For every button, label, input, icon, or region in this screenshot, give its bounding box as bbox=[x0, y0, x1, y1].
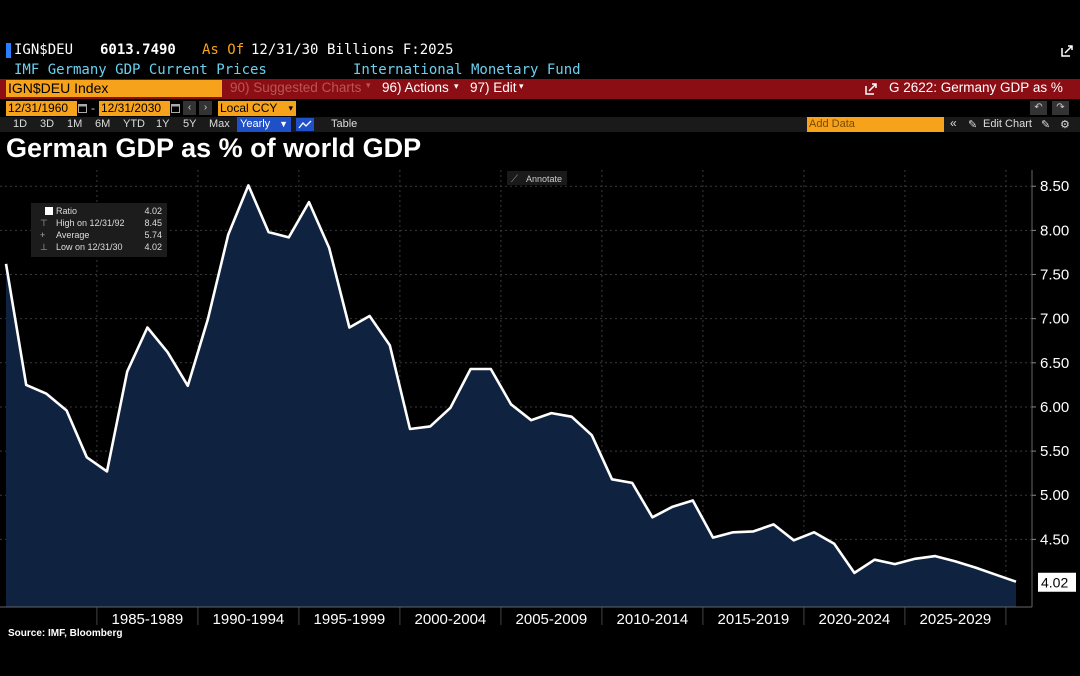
legend-ratio-label: Ratio bbox=[56, 206, 78, 216]
y-tick-label: 6.00 bbox=[1040, 399, 1069, 416]
legend-box: Ratio 4.02 ⊤ High on 12/31/92 8.45 + Average… bbox=[31, 203, 167, 257]
x-tick-label: 2010-2014 bbox=[617, 611, 689, 627]
annotate-label: Annotate bbox=[526, 174, 562, 184]
x-tick-label: 2000-2004 bbox=[415, 611, 487, 627]
chart-id-label: G 2622: Germany GDP as % bbox=[889, 80, 1063, 95]
period-1y[interactable]: 1Y bbox=[156, 118, 170, 130]
y-axis-ticks: 4.50 5.00 5.50 6.00 6.50 7.00 7.50 8.00 8.50 bbox=[1032, 178, 1069, 548]
period-ytd[interactable]: YTD bbox=[123, 118, 145, 130]
x-tick-label: 2015-2019 bbox=[718, 611, 790, 627]
y-tick-label: 6.50 bbox=[1040, 355, 1069, 372]
x-tick-label: 1985-1989 bbox=[112, 611, 184, 627]
period-1d[interactable]: 1D bbox=[13, 118, 28, 130]
suggested-charts-menu[interactable]: 90) Suggested Charts bbox=[230, 80, 362, 95]
redo-icon[interactable]: ↷ bbox=[1052, 101, 1069, 115]
legend-average-value: 5.74 bbox=[144, 230, 162, 240]
command-toolbar: IGN$DEU Index 90) Suggested Charts ▾ 96)… bbox=[0, 79, 1080, 99]
ticker-header: IGN$DEU 6013.7490 As Of 12/31/30 Billion… bbox=[0, 40, 1080, 62]
low-marker-icon: ⊥ bbox=[40, 242, 48, 252]
gear-icon[interactable]: ⚙ bbox=[1060, 119, 1070, 131]
series-area bbox=[6, 185, 1016, 607]
suggested-charts-caret-icon: ▾ bbox=[366, 80, 371, 90]
legend-high-value: 8.45 bbox=[144, 218, 162, 228]
period-5y[interactable]: 5Y bbox=[183, 118, 197, 130]
chart-title: German GDP as % of world GDP bbox=[6, 133, 422, 163]
ticker-symbol[interactable]: IGN$DEU bbox=[14, 42, 74, 58]
table-toggle[interactable]: Table bbox=[331, 118, 358, 130]
as-of-label: As Of bbox=[202, 42, 245, 58]
currency-select[interactable]: Local CCY ▾ bbox=[218, 101, 296, 116]
line-chart-icon[interactable] bbox=[296, 118, 314, 131]
calendar-icon[interactable] bbox=[171, 103, 180, 113]
period-6m[interactable]: 6M bbox=[95, 118, 111, 130]
frequency-select[interactable]: Yearly ▼ bbox=[237, 117, 291, 132]
end-date-input[interactable]: 12/31/2030 bbox=[99, 101, 170, 116]
series-line bbox=[4, 184, 1017, 583]
edit-caret-icon: ▾ bbox=[519, 81, 524, 91]
pencil-icon[interactable]: ✎ bbox=[968, 119, 978, 131]
source-name: International Monetary Fund bbox=[353, 62, 581, 78]
open-external-icon[interactable] bbox=[864, 82, 878, 96]
x-axis-ticks: 1985-1989 1990-1994 1995-1999 2000-2004 2005… bbox=[0, 606, 1032, 627]
annotate-pencil-icon: ⟋ bbox=[511, 174, 518, 185]
y-tick-label: 7.00 bbox=[1040, 311, 1069, 328]
description-row: IMF Germany GDP Current Prices Internati… bbox=[0, 62, 1080, 79]
export-icon[interactable] bbox=[1060, 44, 1074, 58]
legend-high-label: High on 12/31/92 bbox=[56, 218, 125, 228]
start-date-input[interactable]: 12/31/1960 bbox=[6, 101, 77, 116]
units-label: Billions F:2025 bbox=[327, 42, 454, 58]
high-marker-icon: ⊤ bbox=[40, 218, 48, 228]
next-period-icon[interactable]: › bbox=[199, 101, 212, 115]
x-tick-label: 2020-2024 bbox=[819, 611, 891, 627]
legend-low-value: 4.02 bbox=[144, 242, 162, 252]
x-tick-label: 1995-1999 bbox=[314, 611, 386, 627]
edit-chart-button[interactable]: Edit Chart bbox=[983, 118, 1032, 130]
frequency-value: Yearly bbox=[240, 118, 271, 130]
annotate-button: ⟋ Annotate bbox=[507, 171, 567, 185]
as-of-date: 12/31/30 bbox=[251, 42, 319, 58]
y-tick-label: 8.00 bbox=[1040, 222, 1069, 239]
y-tick-label: 4.50 bbox=[1040, 531, 1069, 548]
undo-icon[interactable]: ↶ bbox=[1030, 101, 1047, 115]
last-value-label-group: 4.02 bbox=[1038, 572, 1076, 592]
ticker-value: 6013.7490 bbox=[100, 42, 176, 58]
period-max[interactable]: Max bbox=[209, 118, 230, 130]
period-bar: 1D 3D 1M 6M YTD 1Y 5Y Max Yearly ▼ Table … bbox=[0, 116, 1080, 132]
y-tick-label: 5.50 bbox=[1040, 443, 1069, 460]
date-separator: - bbox=[91, 101, 95, 115]
x-tick-label: 2025-2029 bbox=[920, 611, 992, 627]
actions-caret-icon: ▾ bbox=[454, 81, 459, 91]
date-range-row: 12/31/1960 - 12/31/2030 ‹ › Local CCY ▾ ↶… bbox=[0, 100, 1080, 117]
currency-value: Local CCY bbox=[220, 101, 278, 115]
average-marker-icon: + bbox=[40, 230, 46, 240]
edit-menu[interactable]: 97) Edit bbox=[470, 80, 517, 95]
security-input[interactable]: IGN$DEU Index bbox=[6, 80, 222, 97]
chevron-down-icon: ▾ bbox=[288, 103, 293, 113]
ticker-marker bbox=[6, 43, 11, 58]
prev-period-icon[interactable]: ‹ bbox=[183, 101, 196, 115]
source-note: Source: IMF, Bloomberg bbox=[8, 628, 123, 639]
x-tick-label: 1990-1994 bbox=[213, 611, 285, 627]
chevron-down-icon: ▼ bbox=[279, 119, 288, 129]
collapse-icon[interactable]: « bbox=[950, 116, 957, 130]
ratio-swatch bbox=[45, 207, 53, 215]
edit-layout-icon[interactable]: ✎ bbox=[1041, 119, 1051, 131]
security-description: IMF Germany GDP Current Prices bbox=[14, 62, 267, 78]
actions-menu[interactable]: 96) Actions bbox=[382, 80, 449, 95]
y-tick-label: 7.50 bbox=[1040, 267, 1069, 284]
add-data-input[interactable]: Add Data bbox=[807, 117, 944, 132]
y-tick-label: 8.50 bbox=[1040, 178, 1069, 195]
period-3d[interactable]: 3D bbox=[40, 118, 55, 130]
legend-average-label: Average bbox=[56, 230, 90, 240]
x-tick-label: 2005-2009 bbox=[516, 611, 588, 627]
legend-low-label: Low on 12/31/30 bbox=[56, 242, 123, 252]
period-1m[interactable]: 1M bbox=[67, 118, 83, 130]
calendar-icon[interactable] bbox=[78, 103, 87, 113]
y-tick-label: 5.00 bbox=[1040, 487, 1069, 504]
legend-ratio-value: 4.02 bbox=[144, 206, 162, 216]
last-value-label: 4.02 bbox=[1041, 575, 1068, 591]
chart-area[interactable]: 4.50 5.00 5.50 6.00 6.50 7.00 7.50 8.00 8.50 198… bbox=[0, 170, 1080, 627]
